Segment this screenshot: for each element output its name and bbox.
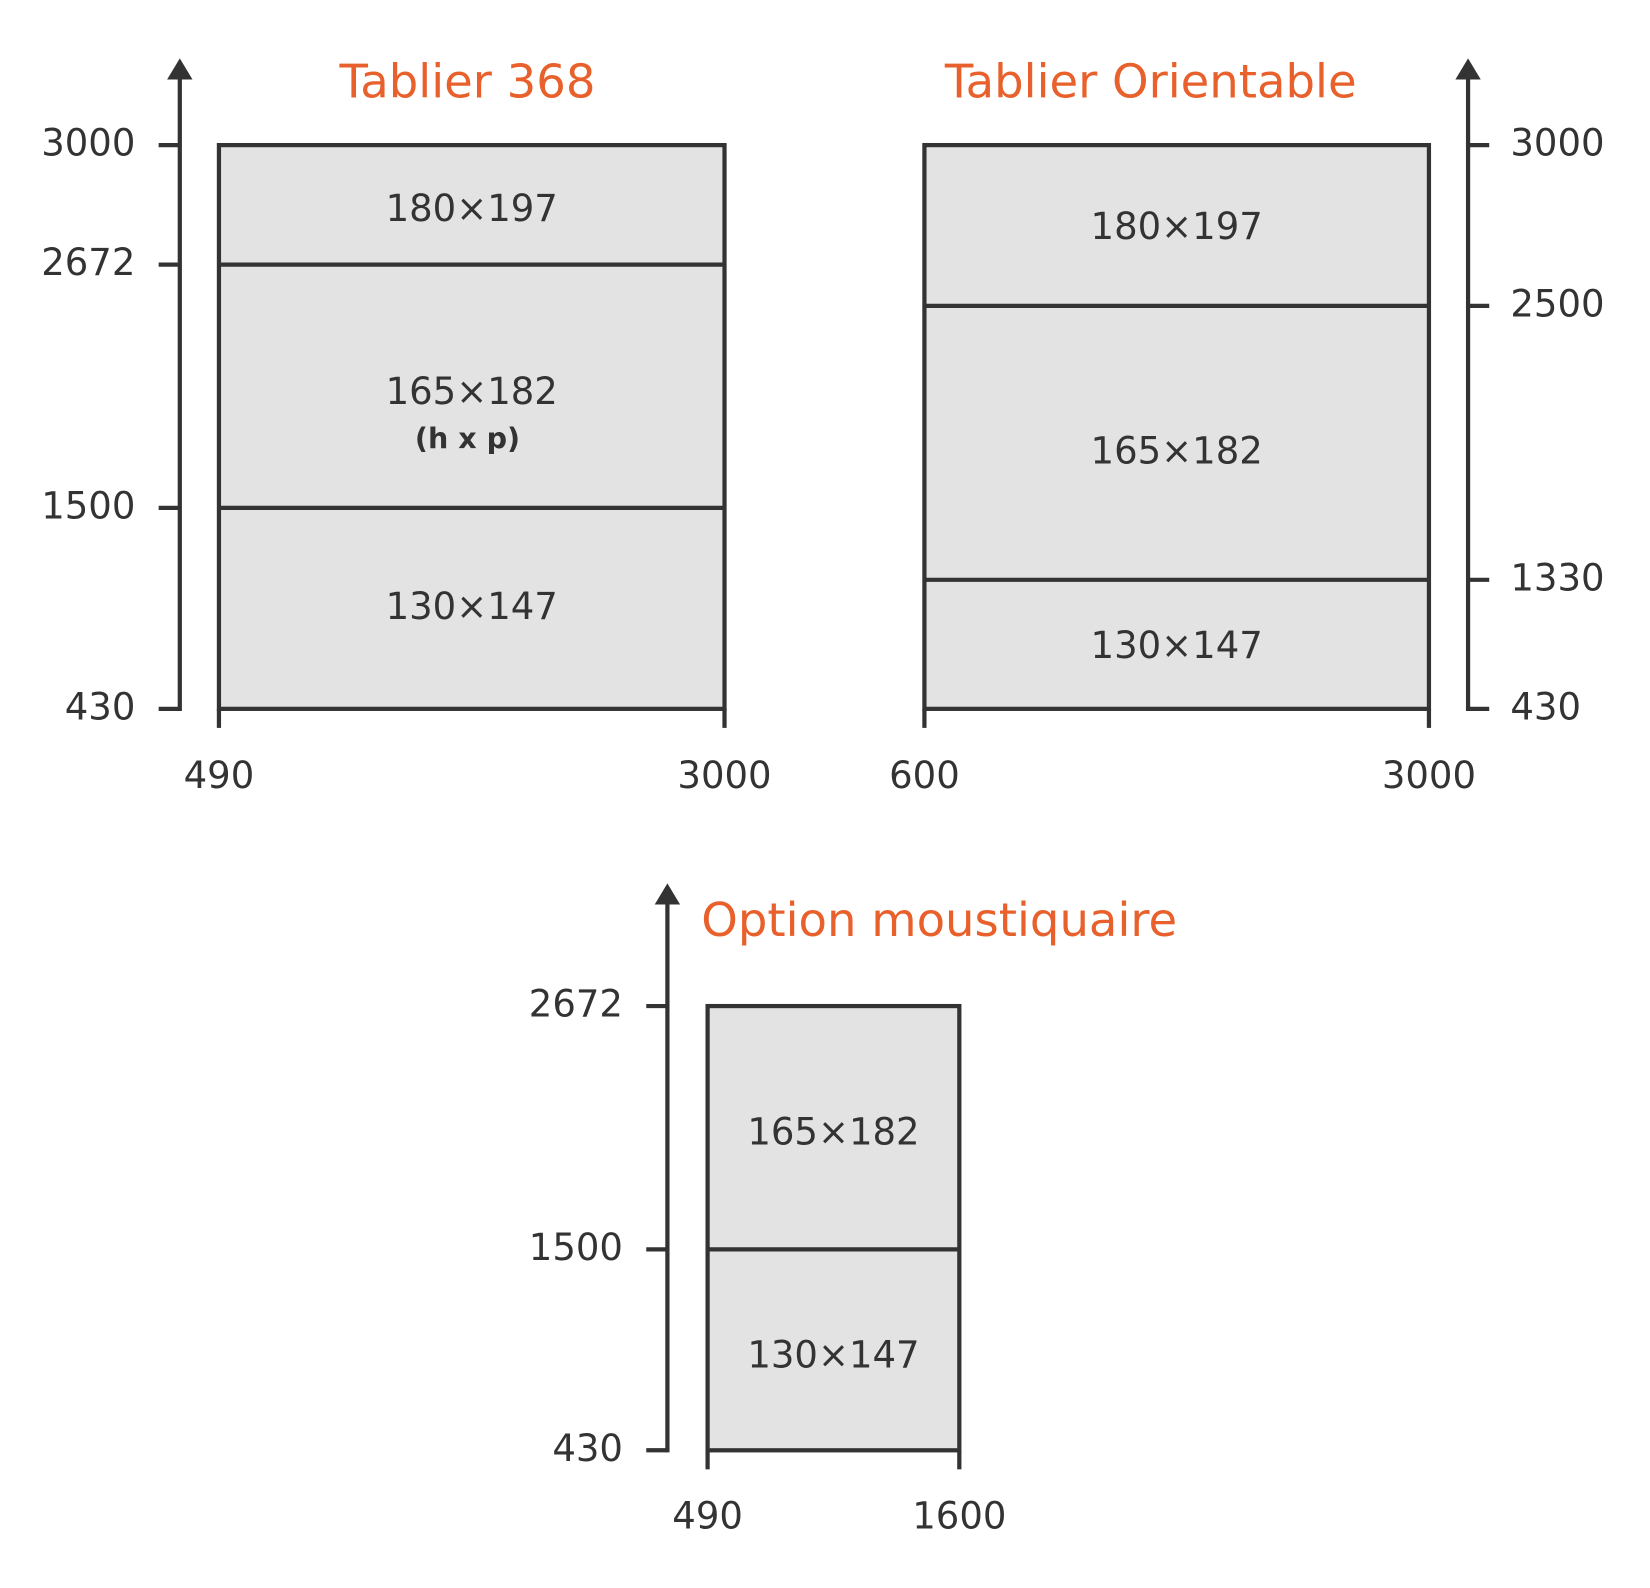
- panel-box: [922, 142, 1432, 711]
- zone-note: (h x p): [415, 421, 520, 455]
- axis-arrow: [1455, 58, 1481, 80]
- y-label: 430: [65, 685, 136, 728]
- y-label: 2672: [41, 241, 135, 284]
- y-label: 1500: [41, 484, 135, 527]
- panel-title: Option moustiquaire: [701, 893, 1177, 947]
- zone-label: 130×147: [747, 1334, 919, 1377]
- x-label: 3000: [1382, 754, 1476, 797]
- axis-arrow: [167, 58, 193, 80]
- zone-label: 165×182: [386, 370, 558, 413]
- x-label: 490: [672, 1494, 743, 1537]
- y-label: 1330: [1510, 556, 1604, 599]
- y-label: 3000: [41, 122, 135, 165]
- zone-label: 130×147: [386, 585, 558, 628]
- y-label: 430: [552, 1427, 623, 1470]
- zone-label: 165×182: [747, 1111, 919, 1154]
- x-label: 600: [889, 754, 960, 797]
- panel-title: Tablier 368: [339, 54, 596, 108]
- x-label: 490: [184, 754, 255, 797]
- y-label: 430: [1510, 685, 1581, 728]
- x-label: 3000: [677, 754, 771, 797]
- zone-label: 165×182: [1091, 429, 1263, 472]
- y-label: 3000: [1510, 122, 1604, 165]
- y-label: 1500: [529, 1226, 623, 1269]
- x-label: 1600: [912, 1494, 1006, 1537]
- zone-label: 180×197: [1091, 205, 1263, 248]
- axis-arrow: [654, 883, 681, 905]
- panel-title: Tablier Orientable: [944, 54, 1357, 108]
- y-label: 2672: [529, 983, 623, 1026]
- y-label: 2500: [1510, 282, 1604, 325]
- zone-label: 130×147: [1091, 624, 1263, 667]
- panel-box: [216, 142, 727, 711]
- panel-box: [705, 1003, 962, 1453]
- zone-label: 180×197: [386, 187, 558, 230]
